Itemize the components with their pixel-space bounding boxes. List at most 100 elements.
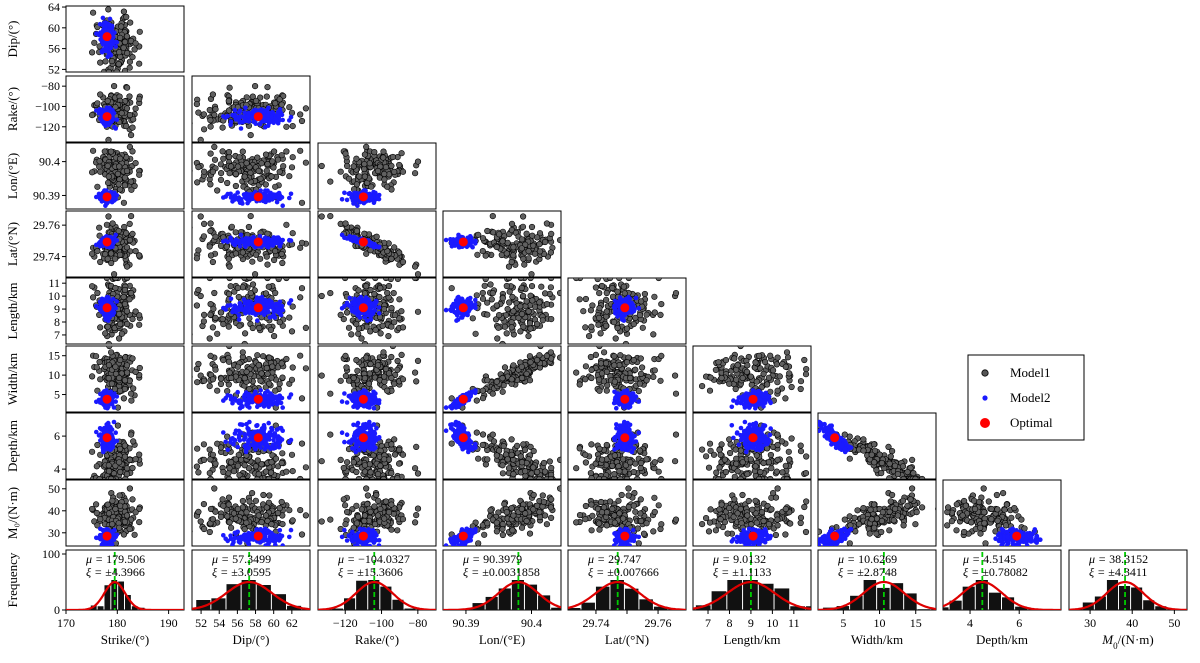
model1-point bbox=[517, 328, 524, 335]
model1-point bbox=[272, 248, 279, 255]
model1-point bbox=[609, 284, 616, 292]
model1-point bbox=[528, 223, 536, 231]
model1-point bbox=[520, 255, 527, 263]
model1-point bbox=[380, 154, 387, 161]
model1-point bbox=[112, 370, 120, 378]
model1-point bbox=[116, 310, 123, 318]
model1-point bbox=[506, 299, 513, 306]
model2-point bbox=[376, 196, 382, 202]
model1-point bbox=[102, 330, 109, 337]
model1-point bbox=[350, 163, 357, 170]
model1-point bbox=[260, 353, 267, 360]
scatter-panel-5-3 bbox=[442, 277, 562, 345]
model1-point bbox=[105, 68, 112, 72]
model1-point bbox=[226, 170, 233, 177]
model1-point bbox=[115, 227, 122, 235]
model2-point bbox=[342, 190, 347, 196]
model1-point bbox=[380, 148, 387, 155]
model1-point bbox=[509, 293, 516, 301]
model2-point bbox=[242, 192, 247, 198]
model1-point bbox=[391, 319, 398, 326]
model1-point bbox=[219, 148, 226, 155]
model1-point bbox=[489, 213, 496, 220]
model1-point bbox=[227, 283, 234, 290]
model1-point bbox=[525, 333, 532, 340]
model1-point bbox=[267, 326, 275, 334]
model1-point bbox=[218, 309, 225, 316]
model1-point bbox=[266, 354, 273, 361]
model1-point bbox=[353, 321, 360, 328]
model1-point bbox=[279, 259, 286, 267]
points bbox=[192, 346, 310, 411]
model1-point bbox=[93, 364, 100, 371]
model1-point bbox=[479, 248, 486, 255]
model1-point bbox=[117, 155, 124, 162]
model1-point bbox=[353, 227, 361, 235]
model1-point bbox=[194, 379, 201, 386]
model2-point bbox=[352, 296, 357, 302]
model1-point bbox=[231, 288, 238, 295]
model1-point bbox=[211, 156, 219, 163]
model1-point bbox=[494, 335, 501, 342]
model1-point bbox=[371, 149, 378, 156]
model1-point bbox=[220, 155, 227, 162]
points bbox=[443, 278, 561, 344]
model1-point bbox=[126, 93, 133, 100]
model1-point bbox=[414, 308, 422, 315]
model1-point bbox=[219, 316, 226, 323]
model1-point bbox=[363, 250, 370, 257]
scatter-panel-4-1 bbox=[191, 210, 311, 278]
model1-point bbox=[361, 151, 369, 158]
model1-point bbox=[388, 162, 395, 169]
model2-point bbox=[456, 294, 461, 300]
model1-point bbox=[96, 358, 103, 366]
model1-point bbox=[225, 107, 233, 114]
scatter-panel-5-4 bbox=[567, 277, 687, 345]
model1-point bbox=[368, 183, 375, 190]
model1-point bbox=[641, 290, 649, 298]
model1-point bbox=[602, 322, 610, 329]
model1-point bbox=[269, 158, 276, 165]
model1-point bbox=[115, 181, 122, 188]
model1-point bbox=[121, 174, 129, 181]
model1-point bbox=[123, 308, 131, 315]
model2-point bbox=[280, 117, 286, 123]
model1-point bbox=[132, 160, 139, 167]
model1-point bbox=[297, 352, 304, 359]
model1-point bbox=[232, 250, 239, 257]
model1-point bbox=[508, 258, 515, 266]
model1-point bbox=[105, 173, 112, 180]
model1-point bbox=[88, 250, 96, 257]
model1-point bbox=[129, 355, 136, 362]
model1-point bbox=[610, 319, 618, 326]
model1-point bbox=[129, 230, 136, 237]
model1-point bbox=[136, 95, 143, 102]
model1-point bbox=[88, 49, 96, 56]
model1-point bbox=[116, 251, 124, 258]
model1-point bbox=[396, 296, 403, 303]
model1-point bbox=[105, 340, 112, 344]
model1-point bbox=[376, 293, 383, 301]
model1-point bbox=[123, 320, 131, 328]
model1-point bbox=[265, 283, 272, 290]
model1-point bbox=[116, 387, 124, 394]
model1-point bbox=[120, 395, 127, 402]
model2-point bbox=[279, 303, 285, 309]
model1-point bbox=[200, 233, 207, 240]
model1-point bbox=[398, 150, 405, 157]
model2-point bbox=[259, 294, 265, 300]
model1-point bbox=[129, 124, 136, 131]
model1-point bbox=[136, 60, 143, 67]
model2-point bbox=[250, 310, 255, 316]
model2-point bbox=[261, 119, 267, 124]
model1-point bbox=[587, 307, 595, 314]
model2-point bbox=[232, 303, 238, 309]
optimal-point bbox=[102, 32, 112, 42]
model1-point bbox=[327, 290, 334, 297]
model1-point bbox=[481, 282, 488, 289]
model2-point bbox=[361, 200, 367, 206]
model2-point bbox=[114, 40, 120, 45]
scatter-panel-5-0 bbox=[65, 277, 185, 345]
model1-point bbox=[246, 385, 253, 393]
model1-point bbox=[96, 224, 103, 231]
